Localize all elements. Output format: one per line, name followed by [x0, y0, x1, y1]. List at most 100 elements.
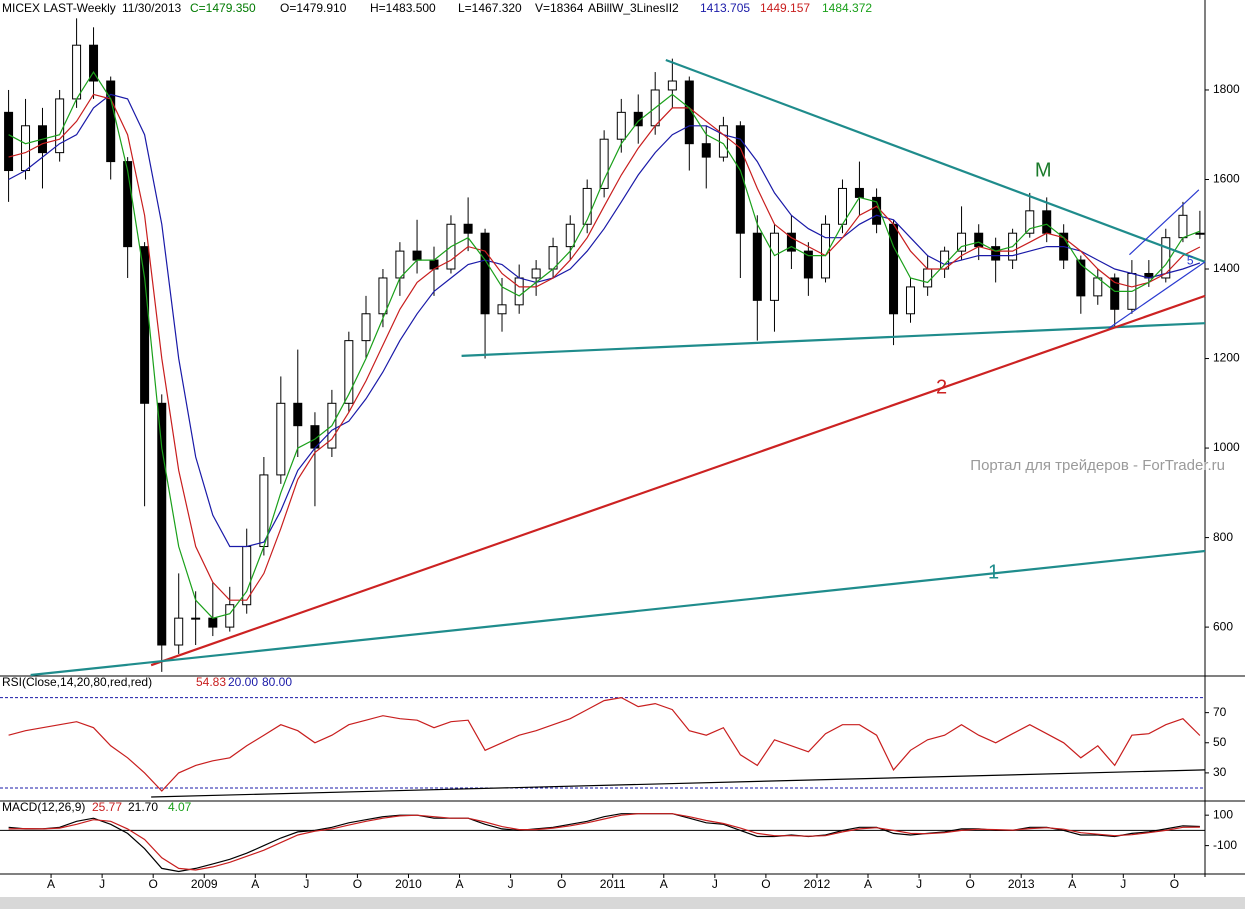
x-tick-label: A: [660, 877, 668, 891]
header-text: 1413.705: [700, 1, 750, 15]
x-tick-label: A: [864, 877, 872, 891]
series-line: [8, 70, 1201, 619]
x-tick-label: O: [557, 877, 566, 891]
x-tick-label: J: [508, 877, 514, 891]
candle-body: [174, 617, 184, 646]
candle-body: [769, 232, 779, 301]
candle-body: [497, 304, 507, 315]
header-text: O=1479.910: [280, 1, 347, 15]
candle-body: [72, 44, 82, 100]
x-tick-label: O: [965, 877, 974, 891]
x-tick-label: J: [712, 877, 718, 891]
header-text: 1449.157: [760, 1, 810, 15]
panel-title: MACD(12,26,9): [2, 800, 85, 814]
candle-body: [701, 143, 711, 158]
candle-body: [957, 232, 967, 252]
x-tick-label: 2009: [191, 877, 218, 891]
candle-body: [361, 313, 371, 342]
header-text: 11/30/2013: [122, 1, 181, 15]
candle-body: [140, 246, 150, 404]
candle-body: [1195, 232, 1205, 235]
x-tick-label: O: [761, 877, 770, 891]
candle-body: [514, 277, 524, 306]
panel-title: 21.70: [128, 800, 158, 814]
candle-body: [463, 223, 473, 234]
y-tick-label: 30: [1213, 765, 1227, 779]
x-tick-label: 2013: [1008, 877, 1035, 891]
header-text: L=1467.320: [458, 1, 522, 15]
x-tick-label: J: [1120, 877, 1126, 891]
panel-title: 54.83: [196, 675, 226, 689]
candle-body: [225, 604, 235, 628]
series-line: [8, 93, 1201, 601]
trendline-label: M: [1035, 160, 1052, 182]
header-text: C=1479.350: [190, 1, 256, 15]
candle-body: [1110, 277, 1120, 310]
candle-body: [157, 402, 167, 646]
x-tick-label: J: [916, 877, 922, 891]
candle-body: [480, 232, 490, 315]
candle-body: [531, 268, 541, 279]
y-tick-label: 70: [1213, 705, 1227, 719]
trendline-label: 2: [936, 376, 947, 398]
x-tick-label: J: [99, 877, 105, 891]
candle-body: [565, 223, 575, 248]
candle-body: [616, 111, 626, 140]
x-tick-label: J: [303, 877, 309, 891]
x-tick-label: 2011: [600, 877, 626, 891]
panel-title: 20.00: [228, 675, 258, 689]
candle-body: [4, 111, 14, 172]
candle-body: [786, 232, 796, 252]
panel-title: 4.07: [168, 800, 192, 814]
candle-body: [735, 125, 745, 234]
y-tick-label: 1800: [1213, 82, 1240, 96]
status-bar: [0, 897, 1245, 909]
trendline-label: 1: [988, 562, 999, 584]
y-tick-label: 100: [1213, 807, 1233, 821]
trendline: [30, 549, 1206, 677]
candle-body: [412, 250, 422, 261]
trendline: [665, 58, 1206, 263]
x-tick-label: 2010: [395, 877, 422, 891]
y-tick-label: 50: [1213, 735, 1227, 749]
header-text: V=18364: [535, 1, 584, 15]
candle-body: [905, 286, 915, 315]
candle-body: [1178, 214, 1188, 239]
candle-body: [803, 250, 813, 279]
candle-body: [55, 98, 65, 154]
y-tick-label: 600: [1213, 619, 1233, 633]
series-line: [8, 813, 1200, 871]
candle-body: [599, 138, 609, 189]
candle-body: [1042, 210, 1052, 234]
candle-body: [395, 250, 405, 279]
candle-body: [633, 111, 643, 127]
y-tick-label: 1600: [1213, 172, 1240, 186]
candle-body: [276, 402, 286, 476]
x-tick-label: A: [1068, 877, 1076, 891]
candle-body: [191, 617, 201, 620]
candle-body: [991, 246, 1001, 261]
header-text: H=1483.500: [370, 1, 436, 15]
candle-body: [1161, 237, 1171, 279]
y-tick-label: -100: [1213, 838, 1237, 852]
candle-body: [123, 161, 133, 248]
trendline: [151, 769, 1206, 798]
x-tick-label: A: [456, 877, 464, 891]
candle-body: [89, 44, 99, 82]
panel-title: RSI(Close,14,20,80,red,red): [2, 675, 152, 689]
y-tick-label: 1000: [1213, 440, 1240, 454]
candle-body: [582, 187, 592, 225]
candle-body: [1025, 210, 1035, 234]
candle-body: [752, 232, 762, 301]
x-tick-label: A: [47, 877, 55, 891]
trendline: [461, 322, 1206, 357]
watermark: Портал для трейдеров - ForTrader.ru: [970, 457, 1225, 474]
series-line: [8, 696, 1201, 792]
candle-body: [718, 125, 728, 158]
series-line: [8, 93, 1201, 548]
candle-body: [378, 277, 388, 315]
candle-body: [667, 80, 677, 91]
header-text: 1484.372: [822, 1, 872, 15]
x-tick-label: A: [251, 877, 259, 891]
